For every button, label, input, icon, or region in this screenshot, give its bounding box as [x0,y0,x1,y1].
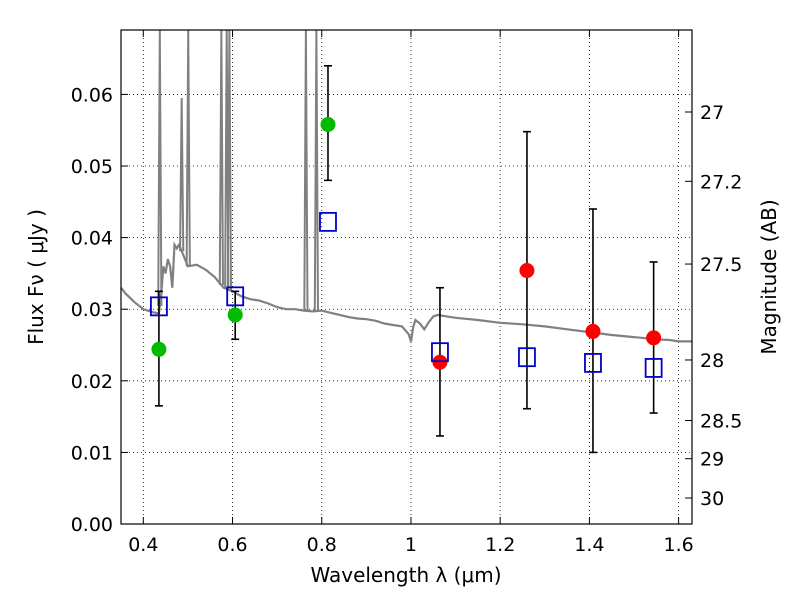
x-tick-label: 1.6 [664,534,694,556]
x-axis: 0.4 0.6 0.8 1 1.2 1.4 1.6 [128,30,694,556]
data-markers [150,117,663,378]
x-tick-label: 0.6 [217,534,247,556]
magnitude-tick-label: 27.5 [700,254,742,276]
y-tick-label: 0.02 [71,371,113,393]
plot-background [121,30,692,524]
y-tick-label: 0.04 [71,228,113,250]
y-tick-label: 0.06 [71,84,113,106]
magnitude-axis-label: Magnitude (AB) [757,199,781,354]
data-point [151,341,167,357]
data-point [646,330,662,346]
data-point [227,307,243,323]
emission-line [179,98,185,252]
x-axis-label: Wavelength λ (μm) [310,563,501,587]
magnitude-tick-label: 27.2 [700,171,742,193]
y-axis-label: Flux Fν ( μJy ) [24,209,48,345]
x-tick-label: 1.4 [574,534,604,556]
data-point [519,263,535,279]
plot-frame [120,29,693,525]
x-tick-label: 1.2 [485,534,515,556]
model-flux-marker [226,286,245,307]
magnitude-axis: 27 27.2 27.5 28 28.5 29 30 [685,102,742,510]
model-flux-marker [584,353,602,373]
model-flux-marker [150,296,168,317]
data-point [432,354,448,370]
model-flux-marker [518,347,536,368]
magnitude-tick-label: 27 [700,102,724,124]
x-tick-label: 0.4 [128,534,158,556]
x-tick-label: 1 [405,534,417,556]
y-tick-label: 0.00 [71,514,113,536]
model-flux-marker [431,342,449,363]
model-flux-marker [319,211,337,232]
magnitude-tick-label: 28.5 [700,411,742,433]
y-tick-label: 0.01 [71,442,113,464]
y-axis: 0.00 0.01 0.02 0.03 0.04 0.05 0.06 [71,84,128,536]
magnitude-tick-label: 30 [700,488,724,510]
data-point [320,117,336,133]
magnitude-tick-label: 29 [700,449,724,471]
x-tick-label: 0.8 [307,534,337,556]
y-tick-label: 0.05 [71,156,113,178]
model-flux-marker [644,358,663,378]
y-tick-label: 0.03 [71,299,113,321]
magnitude-tick-label: 28 [700,350,724,372]
model-continuum-line [120,241,692,343]
data-point [585,323,601,339]
